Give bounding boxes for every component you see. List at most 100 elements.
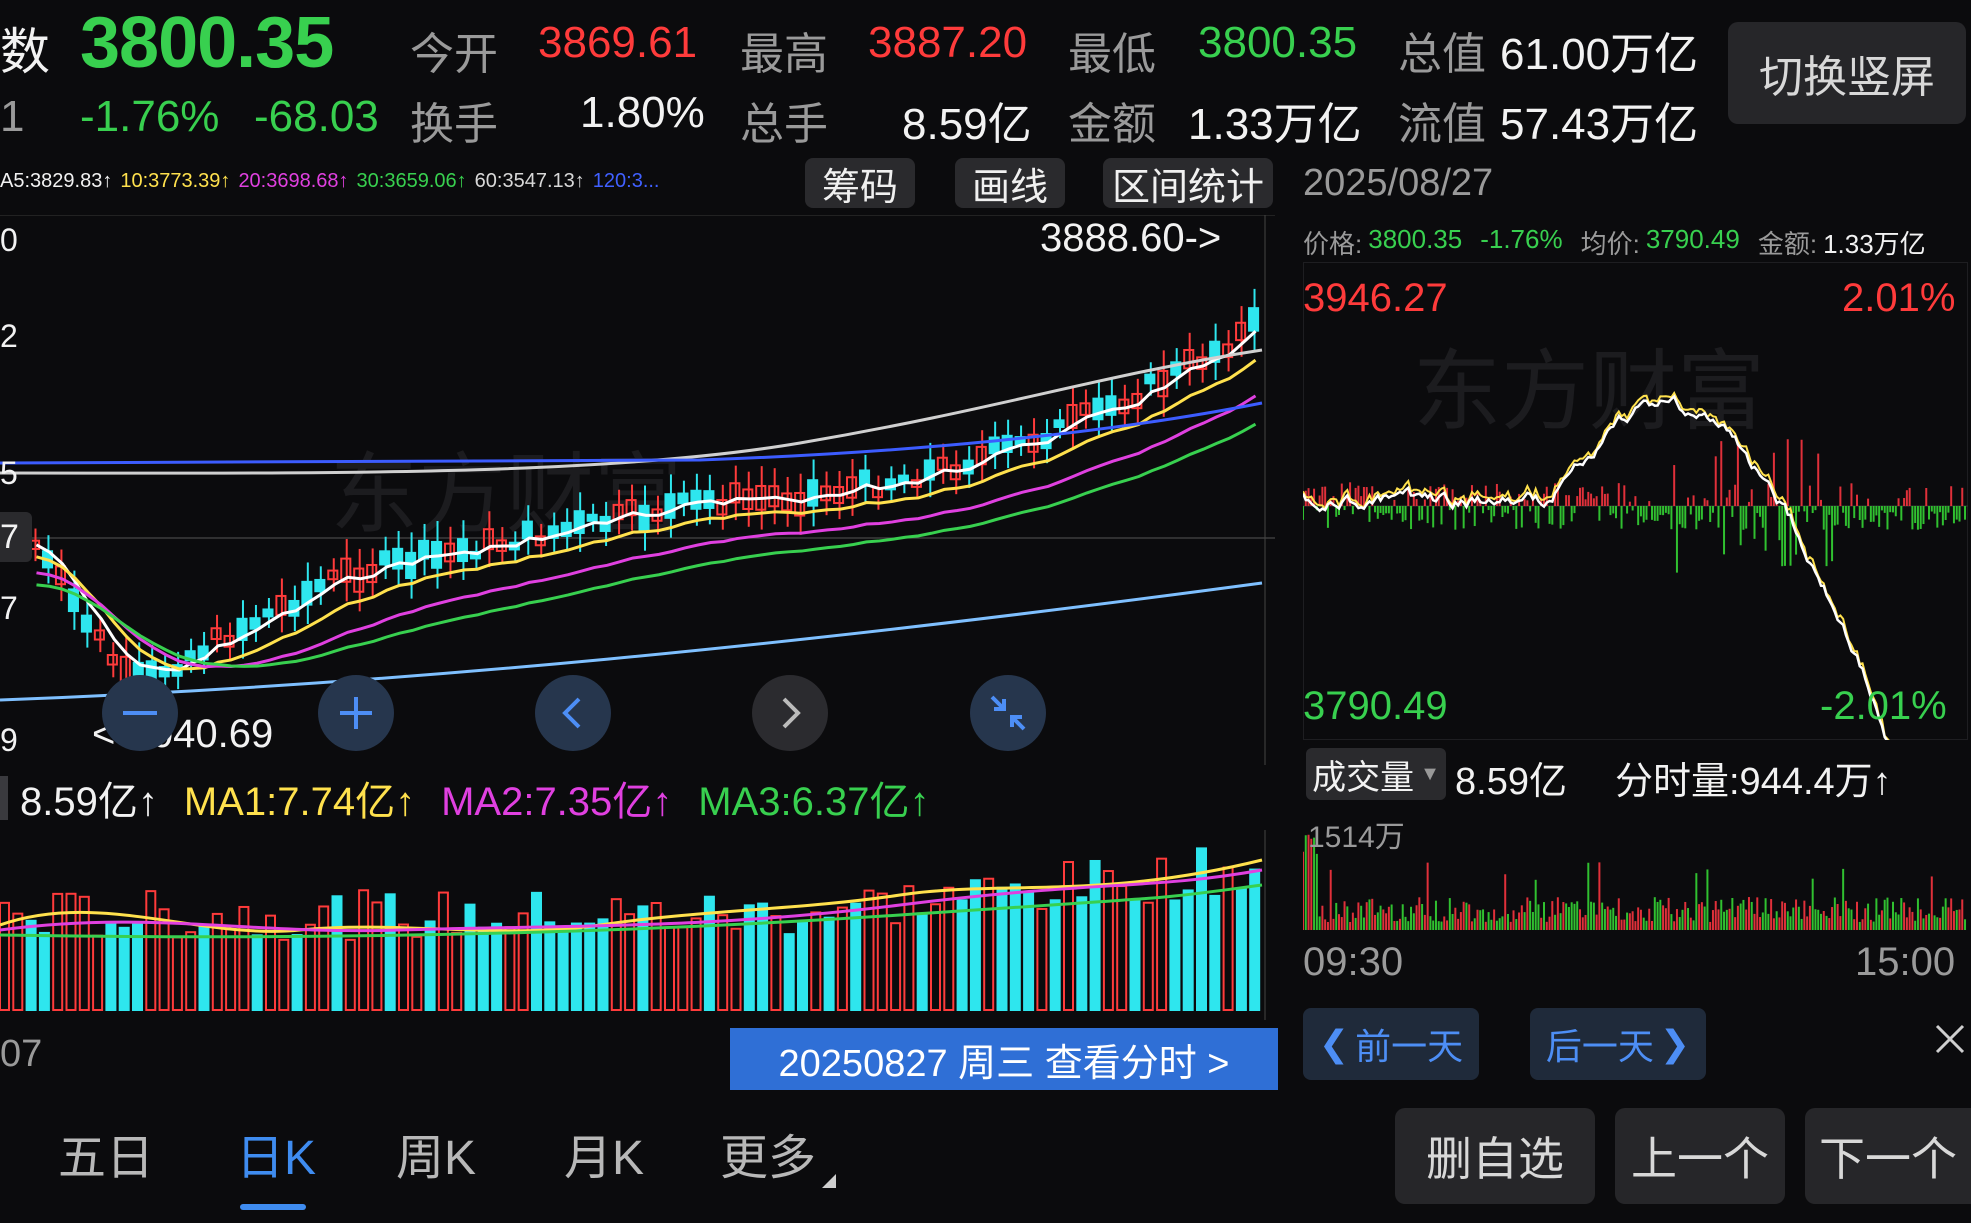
volume-bar — [597, 918, 609, 1011]
tab-daily-k[interactable]: 日K — [236, 1132, 317, 1185]
axis-label-4: 7 — [0, 590, 18, 626]
candle-body — [521, 520, 533, 540]
volume-bar — [437, 891, 449, 1011]
volume-bar — [624, 913, 636, 1011]
volume-bar — [211, 912, 223, 1011]
candle-body — [106, 654, 118, 666]
volume-bar — [531, 891, 542, 1011]
volume-bar — [770, 915, 782, 1011]
candle-body — [858, 469, 871, 487]
prev-day-button[interactable]: ❮ 前一天 — [1303, 1008, 1479, 1080]
collapse-icon — [990, 695, 1026, 731]
candle-body — [846, 476, 858, 499]
volume-bar — [544, 921, 556, 1011]
ma250-line — [0, 581, 1263, 702]
intraday-bottom-pct: -2.01% — [1820, 684, 1947, 728]
volume-bar — [823, 916, 835, 1011]
candle-body — [573, 510, 585, 535]
volume-bar — [1049, 899, 1061, 1011]
kline-chart[interactable]: 东方财富 — [0, 215, 1275, 765]
candle-body — [469, 550, 482, 560]
volume-bar — [118, 926, 130, 1011]
candle-body — [664, 493, 676, 519]
chevron-left-icon — [562, 697, 581, 729]
volume-bar — [411, 935, 423, 1011]
candle-body — [1079, 402, 1091, 416]
ma-line — [36, 422, 1257, 668]
zoom-out-button[interactable] — [102, 675, 178, 751]
info-price-value: 3800.35 — [1368, 224, 1463, 254]
volume-bar — [797, 921, 808, 1011]
intraday-chart[interactable]: 东方财富 — [1303, 262, 1968, 740]
volume-bar — [92, 934, 104, 1011]
prev-day-label: 前一天 — [1355, 1026, 1464, 1067]
ma-line — [36, 358, 1257, 671]
volume-bar — [876, 892, 888, 1011]
draw-line-button[interactable]: 画线 — [955, 158, 1065, 209]
remove-watchlist-button[interactable]: 删自选 — [1395, 1108, 1595, 1204]
candle-body — [729, 482, 741, 504]
volume-bar — [996, 886, 1008, 1012]
minute-volume: 分时量:944.4万↑ — [1615, 761, 1892, 803]
candle-body — [353, 567, 365, 593]
volume-chart[interactable] — [0, 830, 1275, 1020]
reset-zoom-button[interactable] — [970, 675, 1046, 751]
volume-bar — [969, 879, 981, 1012]
next-stock-button[interactable]: 下一个 — [1805, 1108, 1971, 1204]
volume-bar — [650, 902, 662, 1011]
tab-monthly-k[interactable]: 月K — [564, 1132, 645, 1185]
chips-label: 筹码 — [821, 166, 898, 209]
axis-label-3: 5 — [0, 455, 18, 491]
tab-more[interactable]: 更多 — [720, 1132, 817, 1185]
tab-weekly-k[interactable]: 周K — [396, 1132, 477, 1185]
volume-select[interactable]: 成交量 ▼ — [1306, 748, 1446, 800]
volume-bar — [730, 927, 742, 1011]
high-label: 最高 — [740, 30, 828, 79]
volume-bar — [1209, 894, 1221, 1011]
total-value-label: 总值 — [1398, 30, 1486, 79]
candle-body — [586, 513, 598, 522]
candle-body — [988, 436, 1000, 455]
ma-line — [35, 330, 1257, 672]
volume-bar — [1169, 899, 1181, 1011]
volume-bar — [1249, 868, 1261, 1011]
view-intraday-bar[interactable]: 20250827 周三 查看分时 > — [730, 1028, 1278, 1090]
scroll-left-button[interactable] — [535, 675, 611, 751]
float-value-value: 57.43万亿 — [1500, 100, 1699, 149]
volume-bar — [464, 903, 476, 1011]
zoom-in-button[interactable] — [318, 675, 394, 751]
stock-name-fragment: 数 — [0, 24, 50, 80]
active-tab-underline — [240, 1204, 306, 1210]
range-stats-button[interactable]: 区间统计 — [1103, 158, 1273, 209]
date-fragment: 07 — [0, 1033, 43, 1075]
tab-five-day[interactable]: 五日 — [58, 1132, 155, 1185]
candle-body — [677, 492, 689, 505]
more-corner-icon — [822, 1174, 836, 1188]
volume-bar — [903, 885, 915, 1012]
volume-bar — [743, 904, 755, 1011]
volume-legend: 8.59亿↑ MA1:7.74亿↑ MA2:7.35亿↑ MA3:6.37亿↑ — [0, 770, 1275, 826]
next-stock-label: 下一个 — [1819, 1133, 1957, 1185]
previous-stock-button[interactable]: 上一个 — [1615, 1108, 1785, 1204]
candle-body — [625, 499, 637, 517]
period-tabs: 五日 日K 周K 月K 更多 — [0, 1118, 1100, 1223]
axis-label-2: 2 — [0, 318, 18, 354]
candle-body — [327, 569, 339, 581]
volume-bar — [78, 895, 90, 1011]
volume-bar — [1102, 870, 1114, 1011]
volume-ma2: MA2:7.35亿↑ — [441, 780, 673, 824]
candle-body — [1105, 395, 1117, 416]
close-intraday-button[interactable] — [1933, 1022, 1969, 1062]
switch-portrait-button[interactable]: 切换竖屏 — [1728, 22, 1966, 124]
volume-bar — [384, 893, 396, 1011]
chevron-left-small-icon: ❮ — [1318, 1023, 1350, 1064]
amount-value: 1.33万亿 — [1188, 100, 1362, 149]
candle-body — [534, 535, 546, 547]
scroll-right-button[interactable] — [752, 675, 828, 751]
crosshair-price-tag: 7 — [0, 512, 32, 562]
total-value-value: 61.00万亿 — [1500, 30, 1699, 79]
left-cut-text: 1 — [0, 92, 25, 141]
next-day-button[interactable]: 后一天 ❯ — [1530, 1008, 1706, 1080]
volume-bar — [584, 922, 596, 1011]
chips-button[interactable]: 筹码 — [805, 158, 915, 209]
